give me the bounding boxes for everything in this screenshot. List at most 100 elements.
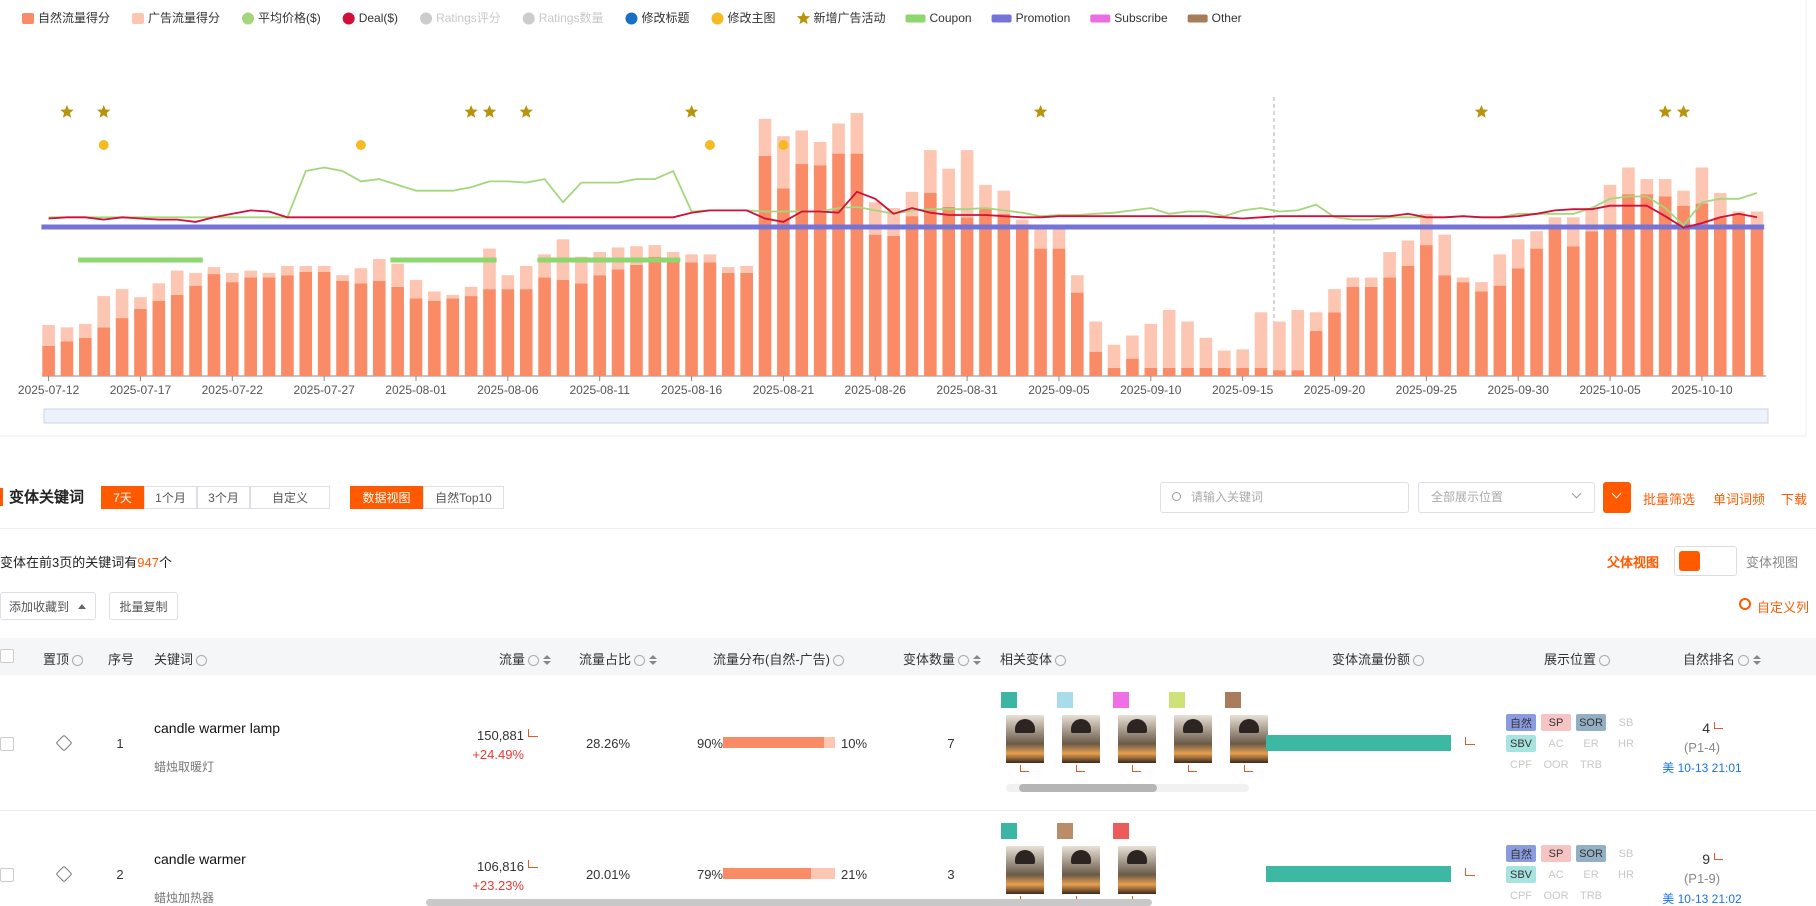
bar [152,300,166,376]
trend-icon[interactable] [1244,765,1253,772]
event-dot [704,140,715,150]
view-tab[interactable]: 自然Top10 [423,486,504,509]
sort-icon[interactable] [1753,654,1762,665]
trend-icon[interactable] [1465,737,1475,745]
trend-icon[interactable] [528,729,538,737]
legend-item[interactable]: Deal($) [342,11,398,25]
line [48,190,1758,229]
variant-thumbnail[interactable] [1006,715,1044,763]
bar [1401,240,1415,266]
placement-badge: HR [1618,737,1634,750]
bar [1236,349,1249,368]
bar [483,289,496,376]
checkbox[interactable] [0,737,14,751]
bar [740,272,753,376]
position-select[interactable]: 全部展示位置 [1418,482,1595,513]
bar [391,263,404,287]
ad-label: 21% [841,867,868,882]
legend-item[interactable]: 自然流量得分 [22,10,110,25]
checkbox[interactable] [0,649,14,663]
bar [1181,367,1194,376]
toolbar-action[interactable]: 下载 [1781,492,1808,507]
placement-badge: 自然 [1506,845,1536,862]
variant-share-bar [1266,735,1451,751]
organic-label: 79% [696,867,723,882]
trend-icon[interactable] [1714,853,1723,860]
trend-icon[interactable] [1465,868,1475,876]
filter-button[interactable] [1603,482,1631,513]
variant-thumbnail[interactable] [1118,846,1156,894]
keyword: candle warmer [154,851,246,867]
trend-icon[interactable] [1076,765,1085,772]
variant-thumbnail[interactable] [1230,715,1268,763]
variant-thumbnail[interactable] [1006,846,1044,894]
bar [1713,192,1727,218]
trend-icon[interactable] [1714,722,1723,729]
legend-swatch [625,12,638,25]
x-tick-label: 2025-08-06 [477,383,539,397]
bar [446,298,460,376]
variant-thumbnail[interactable] [1062,846,1100,894]
pin-icon[interactable] [55,865,73,883]
bar [575,283,588,376]
bar [1585,231,1598,376]
x-tick-label: 2025-08-21 [753,383,815,397]
bar [1750,211,1764,226]
parent-view[interactable]: 父体视图 [1607,555,1660,570]
bar [1034,228,1047,249]
x-tick-label: 2025-09-25 [1396,383,1458,397]
horizontal-scrollbar[interactable] [426,899,1152,906]
legend-label: Ratings数量 [539,10,604,25]
legend-item[interactable]: Ratings评分 [420,11,501,25]
legend-item[interactable]: Promotion [991,11,1071,25]
trend-icon[interactable] [1132,765,1141,772]
legend-item[interactable]: Other [1187,11,1242,25]
toolbar-action[interactable]: 批量筛选 [1643,492,1696,507]
placement-badge: OOR [1543,889,1569,902]
range-tab[interactable]: 1个月 [144,486,197,509]
variant-view[interactable]: 变体视图 [1746,555,1799,570]
view-tab[interactable]: 数据视图 [350,486,423,509]
bar [1107,344,1121,368]
action-button[interactable]: 批量复制 [109,592,178,620]
legend-item[interactable]: 修改主图 [711,10,776,25]
legend-swatch [1090,14,1111,23]
trend-icon[interactable] [1188,765,1197,772]
x-tick-label: 2025-10-10 [1671,383,1733,397]
variant-thumbnail[interactable] [1118,715,1156,763]
legend-item[interactable]: 广告流量得分 [132,10,220,25]
trend-icon[interactable] [528,860,538,868]
bar [1438,275,1452,376]
legend-item[interactable]: Coupon [905,11,972,25]
variant-scroll-thumb[interactable] [1019,784,1157,792]
sort-icon[interactable] [973,654,982,665]
toolbar-action[interactable]: 单词词频 [1713,492,1766,507]
x-tick-label: 2025-09-05 [1028,383,1090,397]
bar [997,213,1011,376]
range-tab[interactable]: 7天 [101,486,144,509]
range-tab[interactable]: 3个月 [197,486,250,509]
legend-item[interactable]: Ratings数量 [522,10,604,25]
variant-thumbnail[interactable] [1174,715,1212,763]
bar [1071,275,1084,293]
legend-swatch [22,13,34,24]
sort-icon[interactable] [649,654,658,665]
search-input[interactable]: 请输入关键词 [1160,482,1409,513]
pin-icon[interactable] [55,734,73,752]
bar [1456,282,1470,376]
sort-icon[interactable] [543,654,552,665]
legend-item[interactable]: Subscribe [1090,11,1168,25]
range-tab[interactable]: 自定义 [250,486,330,509]
custom-columns[interactable]: 自定义列 [1757,600,1810,615]
event-star [1676,105,1691,118]
variant-thumbnail[interactable] [1062,715,1100,763]
legend-item[interactable]: 平均价格($) [242,10,321,25]
variant-swatch [1113,692,1129,708]
trend-icon[interactable] [1020,765,1029,772]
checkbox[interactable] [0,868,14,882]
zoom-slider[interactable] [43,408,1769,424]
bar [97,327,111,376]
legend-item[interactable]: 修改标题 [625,10,689,25]
legend-item[interactable]: 新增广告活动 [796,10,886,25]
view-toggle[interactable] [1674,546,1737,576]
